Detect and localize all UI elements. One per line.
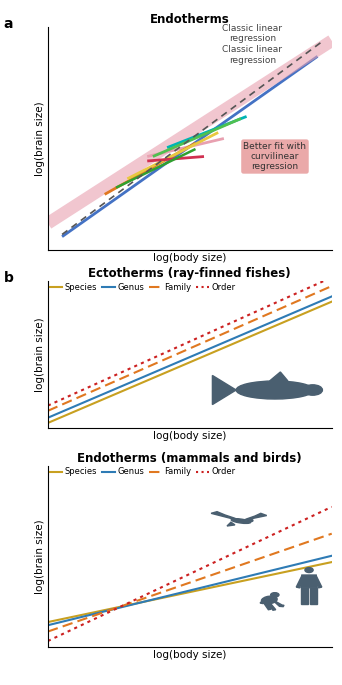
- Polygon shape: [310, 588, 317, 604]
- Polygon shape: [271, 599, 284, 607]
- Y-axis label: log(brain size): log(brain size): [35, 317, 45, 392]
- Ellipse shape: [248, 519, 253, 522]
- Polygon shape: [211, 512, 239, 521]
- Text: Classic linear
regression: Classic linear regression: [222, 23, 282, 43]
- Text: Classic linear
regression: Classic linear regression: [222, 45, 282, 64]
- Ellipse shape: [231, 519, 251, 523]
- Text: b: b: [3, 271, 13, 284]
- Polygon shape: [260, 599, 266, 603]
- Polygon shape: [269, 372, 288, 381]
- Title: Endotherms (mammals and birds): Endotherms (mammals and birds): [78, 451, 302, 464]
- Y-axis label: log(brain size): log(brain size): [35, 519, 45, 594]
- X-axis label: log(body size): log(body size): [153, 431, 226, 441]
- Polygon shape: [301, 575, 317, 588]
- Polygon shape: [212, 375, 236, 405]
- Polygon shape: [267, 603, 276, 610]
- Title: Endotherms: Endotherms: [150, 13, 230, 26]
- Polygon shape: [296, 575, 304, 588]
- Legend: Species, Genus, Family, Order: Species, Genus, Family, Order: [50, 282, 235, 292]
- Ellipse shape: [305, 568, 313, 573]
- Polygon shape: [314, 575, 322, 588]
- Text: a: a: [3, 17, 13, 31]
- Y-axis label: log(brain size): log(brain size): [35, 101, 45, 176]
- X-axis label: log(body size): log(body size): [153, 253, 226, 263]
- Polygon shape: [243, 513, 267, 521]
- Title: Ectotherms (ray-finned fishes): Ectotherms (ray-finned fishes): [89, 266, 291, 279]
- Ellipse shape: [303, 385, 323, 395]
- Legend: Species, Genus, Family, Order: Species, Genus, Family, Order: [50, 467, 235, 477]
- Polygon shape: [301, 588, 308, 604]
- Text: Better fit with
curvilinear
regression: Better fit with curvilinear regression: [244, 142, 306, 171]
- X-axis label: log(body size): log(body size): [153, 650, 226, 660]
- Ellipse shape: [271, 593, 279, 597]
- Polygon shape: [227, 522, 235, 526]
- Ellipse shape: [236, 381, 314, 399]
- Polygon shape: [264, 603, 271, 610]
- Ellipse shape: [261, 596, 277, 604]
